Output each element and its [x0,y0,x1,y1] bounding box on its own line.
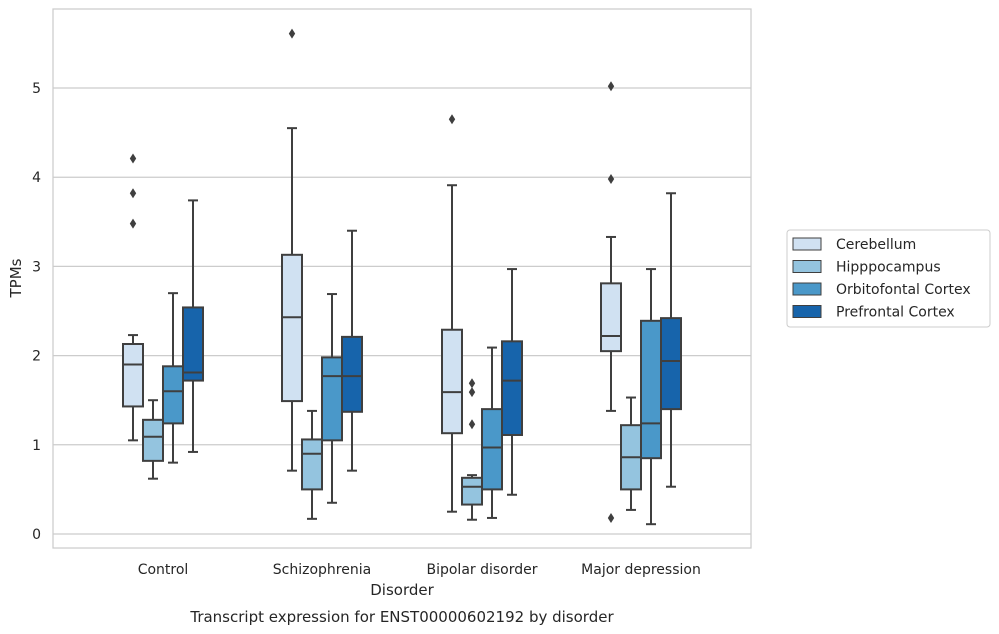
box-body [501,340,523,436]
y-axis-label: TPMs [7,258,25,298]
box-hipppocampus [301,409,323,520]
outlier-point [129,188,137,199]
legend-swatch [792,237,822,251]
box-hipppocampus [142,399,164,480]
y-tick-label: 1 [32,438,41,454]
box-body [281,253,303,403]
box-body [162,365,184,425]
legend-label: Hipppocampus [836,260,941,276]
outlier-point [468,419,476,430]
legend-label: Orbitofontal Cortex [836,282,971,298]
y-tick-label: 2 [32,349,41,365]
x-tick-label: Bipolar disorder [426,562,537,578]
box-body [142,418,164,462]
box-body [122,343,144,408]
legend-swatch [792,260,822,273]
box-body [341,335,363,413]
box-orbitofontal-cortex [640,268,662,526]
y-tick-label: 3 [32,259,41,275]
x-tick-label: Schizophrenia [273,562,371,578]
x-tick-label: Major depression [581,562,701,578]
outlier-point [129,153,137,164]
box-cerebellum [122,153,144,442]
box-body [461,476,483,506]
outlier-point [607,81,615,92]
plot-frame [52,8,752,549]
outlier-point [607,173,615,184]
legend-label: Prefrontal Cortex [836,305,955,321]
box-orbitofontal-cortex [162,292,184,464]
legend-swatch [792,282,822,296]
box-groups [122,28,682,526]
box-body [301,438,323,491]
y-tick-label: 5 [32,81,41,97]
legend: Cerebellum Hipppocampus Orbitofontal Corte… [786,229,991,328]
box-prefrontal-cortex [660,192,682,488]
box-body [441,328,463,435]
box-cerebellum [600,81,622,523]
box-body [182,306,204,382]
x-tick-labels: Control Schizophrenia Bipolar disorder Majo… [138,562,701,578]
legend-frame [786,229,991,328]
outlier-point [607,512,615,523]
outlier-point [468,378,476,389]
y-tick-label: 0 [32,527,41,543]
box-cerebellum [441,114,463,513]
box-body [660,317,682,411]
outlier-point [468,387,476,398]
box-hipppocampus [461,378,483,521]
legend-swatch [792,305,822,318]
legend-label: Cerebellum [836,237,916,253]
y-tick-labels: 0 1 2 3 4 5 [32,81,41,543]
box-orbitofontal-cortex [481,346,503,519]
y-tick-label: 4 [32,170,41,186]
box-body [481,408,503,491]
box-prefrontal-cortex [501,268,523,496]
x-axis-label: Disorder [370,581,434,599]
box-orbitofontal-cortex [321,293,343,504]
chart-title: Transcript expression for ENST0000060219… [189,608,614,626]
x-tick-label: Control [138,562,189,578]
box-hipppocampus [620,396,642,511]
box-body [600,282,622,353]
box-cerebellum [281,28,303,472]
box-body [640,319,662,460]
outlier-point [129,218,137,229]
outlier-point [448,114,456,125]
grid-lines [53,87,751,535]
box-prefrontal-cortex [182,199,204,453]
box-prefrontal-cortex [341,229,363,472]
outlier-point [288,28,296,39]
box-body [321,356,343,442]
